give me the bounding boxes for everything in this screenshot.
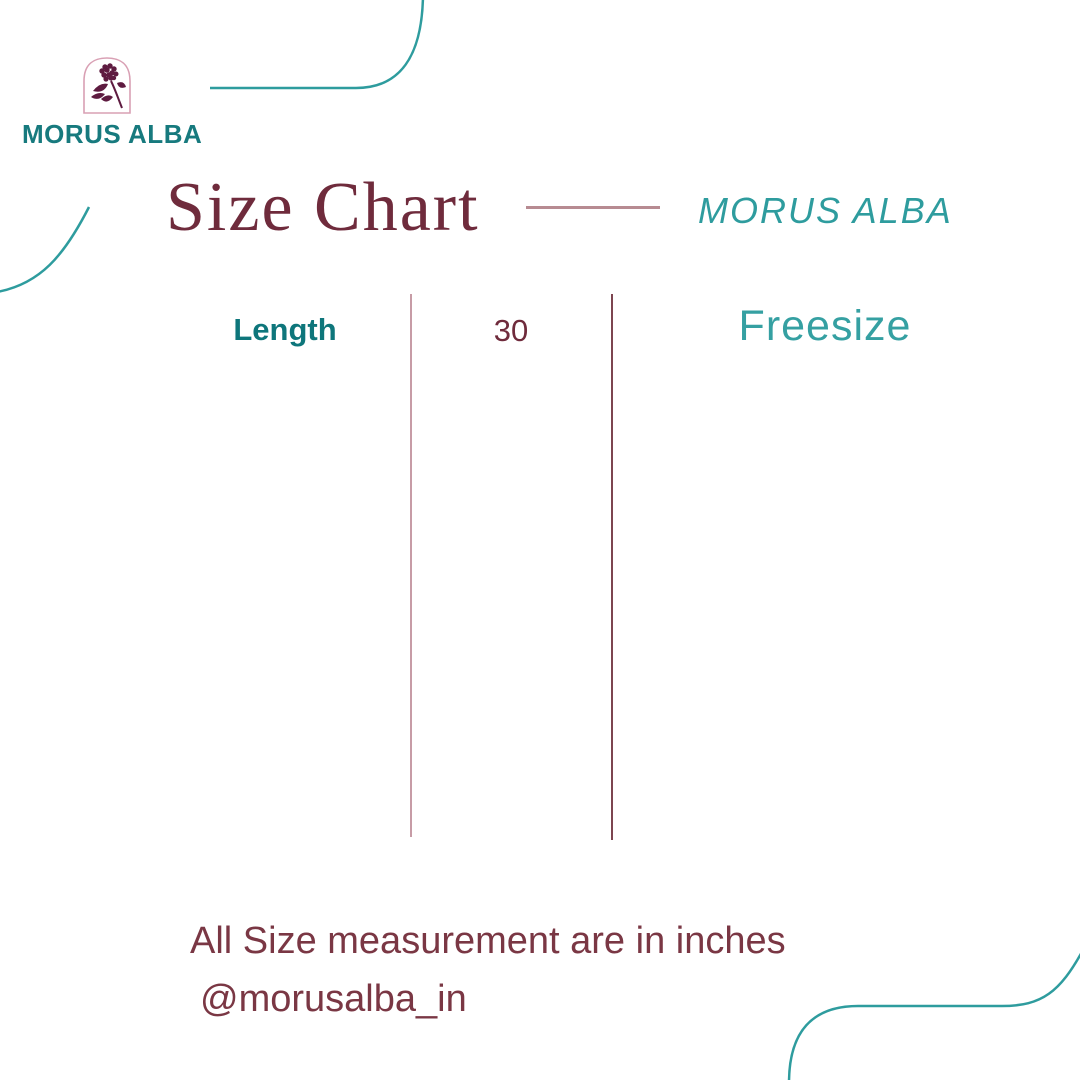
table-column-divider-right bbox=[611, 294, 613, 840]
table-column-divider-left bbox=[410, 294, 412, 837]
brand-logo-text: MORUS ALBA bbox=[22, 119, 203, 149]
table-cell-value: 30 bbox=[493, 313, 529, 348]
title-divider-line bbox=[526, 206, 660, 209]
table-cell-size: Freesize bbox=[738, 302, 912, 350]
decorative-curve-bottom-right-icon bbox=[787, 952, 1080, 1080]
page-title: Size Chart bbox=[166, 169, 480, 246]
brand-logo: MORUS ALBA bbox=[22, 55, 203, 150]
mulberry-logo-icon bbox=[83, 57, 131, 114]
footer-social-handle: @morusalba_in bbox=[200, 978, 467, 1020]
header-brand-name: MORUS ALBA bbox=[698, 190, 953, 231]
footer-note: All Size measurement are in inches @moru… bbox=[190, 912, 786, 1028]
decorative-curve-top-icon bbox=[210, 0, 425, 90]
table-cell-measurement: Length bbox=[233, 312, 337, 347]
decorative-curve-left-icon bbox=[0, 206, 91, 293]
footer-note-line: All Size measurement are in inches bbox=[190, 920, 786, 962]
